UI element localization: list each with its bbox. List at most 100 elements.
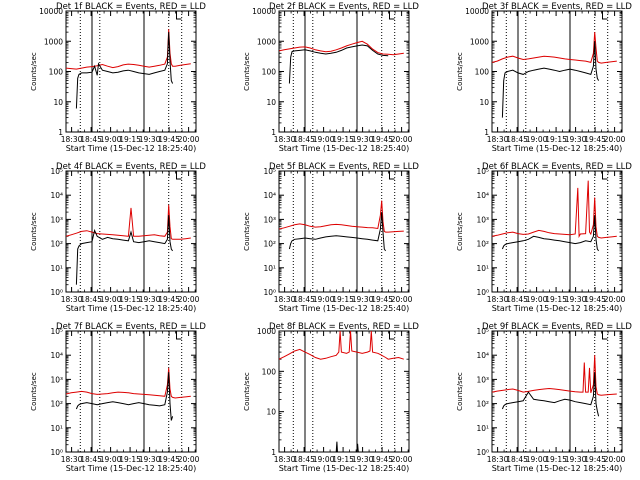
bracket-marker (176, 331, 182, 340)
y-tick-label: 10² (263, 240, 276, 249)
y-tick-label: 10⁰ (476, 448, 489, 457)
x-tick-label: 18:45 (80, 295, 102, 304)
x-tick-label: 20:00 (604, 135, 626, 144)
y-tick-label: 10¹ (50, 264, 63, 273)
y-tick-label: 10⁵ (263, 167, 276, 176)
x-axis-label: Start Time (15-Dec-12 18:25:40) (66, 464, 197, 473)
y-tick-label: 10⁰ (263, 288, 276, 297)
x-tick-label: 19:15 (545, 135, 567, 144)
bracket-marker (389, 11, 395, 20)
x-tick-label: 19:00 (526, 135, 548, 144)
x-tick-label: 19:30 (139, 135, 161, 144)
x-tick-label: 20:00 (391, 295, 413, 304)
x-axis-label: Start Time (15-Dec-12 18:25:40) (492, 304, 623, 313)
series-lld-line (492, 32, 617, 64)
x-tick-label: 20:00 (391, 455, 413, 464)
x-tick-label: 19:30 (352, 455, 374, 464)
x-tick-label: 19:15 (545, 455, 567, 464)
plot-area (279, 331, 404, 452)
x-tick-label: 19:00 (526, 455, 548, 464)
x-tick-label: 19:15 (332, 295, 354, 304)
y-tick-label: 1000 (470, 37, 489, 46)
y-tick-label: 10¹ (263, 264, 276, 273)
y-axis-label: Counts/sec (456, 212, 464, 251)
chart-panel-7: Det 7f BLACK = Events, RED = LLD 10⁰ 10¹ 10… (30, 322, 206, 473)
x-tick-label: 19:45 (584, 455, 606, 464)
plot-frame (491, 10, 623, 133)
x-tick-label: 18:45 (80, 135, 102, 144)
x-tick-label: 19:45 (371, 135, 393, 144)
chart-panel-9: Det 9f BLACK = Events, RED = LLD 10⁰ 10¹ 10… (456, 322, 632, 473)
y-tick-label: 10⁵ (476, 167, 489, 176)
chart-title: Det 4f BLACK = Events, RED = LLD (56, 162, 206, 172)
chart-panel-3: Det 3f BLACK = Events, RED = LLD 1 10 100 10… (456, 2, 632, 153)
y-tick-label: 10 (479, 98, 489, 107)
x-tick-label: 19:15 (545, 295, 567, 304)
plot-area (66, 11, 191, 132)
series-events-line (288, 44, 389, 84)
y-tick-label: 10000 (252, 7, 276, 16)
y-tick-label: 10⁴ (476, 191, 489, 200)
chart-title: Det 8f BLACK = Events, RED = LLD (269, 322, 419, 332)
x-tick-label: 18:30 (274, 295, 296, 304)
y-tick-label: 10² (476, 240, 489, 249)
plot-area (492, 11, 617, 132)
y-tick-label: 10² (50, 240, 63, 249)
chart-panel-6: Det 6f BLACK = Events, RED = LLD 10⁰ 10¹ 10… (456, 162, 632, 313)
y-tick-label: 10⁴ (50, 351, 63, 360)
bracket-marker (602, 331, 608, 340)
series-events-line (75, 215, 174, 285)
x-tick-label: 19:00 (313, 135, 335, 144)
series-lld-line (279, 40, 404, 56)
x-tick-label: 18:30 (61, 135, 83, 144)
series-events-line (501, 372, 600, 417)
bracket-marker (389, 331, 395, 340)
y-tick-label: 1000 (257, 327, 276, 336)
x-tick-label: 18:45 (293, 135, 315, 144)
plot-area (279, 11, 404, 132)
x-axis-label: Start Time (15-Dec-12 18:25:40) (492, 144, 623, 153)
y-tick-label: 10³ (50, 215, 63, 224)
x-tick-label: 18:30 (487, 455, 509, 464)
plot-frame (65, 10, 197, 133)
y-tick-label: 1000 (257, 37, 276, 46)
x-tick-label: 18:45 (506, 455, 528, 464)
series-lld-line (492, 180, 617, 239)
x-tick-label: 20:00 (391, 135, 413, 144)
y-axis-label: Counts/sec (456, 372, 464, 411)
x-tick-label: 18:45 (506, 295, 528, 304)
y-tick-label: 10³ (50, 375, 63, 384)
y-tick-label: 10¹ (50, 424, 63, 433)
y-tick-label: 10⁵ (50, 327, 63, 336)
y-tick-label: 10⁰ (50, 288, 63, 297)
y-tick-label: 10² (50, 400, 63, 409)
y-tick-label: 10⁴ (263, 191, 276, 200)
y-axis-label: Counts/sec (30, 52, 38, 91)
plot-frame (65, 330, 197, 453)
chart-title: Det 7f BLACK = Events, RED = LLD (56, 322, 206, 332)
x-tick-label: 20:00 (178, 135, 200, 144)
x-tick-label: 18:30 (487, 135, 509, 144)
y-tick-label: 10000 (465, 7, 489, 16)
y-tick-label: 1 (58, 128, 63, 137)
x-tick-label: 20:00 (604, 455, 626, 464)
plot-area (66, 171, 191, 292)
y-tick-label: 1 (484, 128, 489, 137)
y-tick-label: 10³ (263, 215, 276, 224)
chart-title: Det 1f BLACK = Events, RED = LLD (56, 2, 206, 12)
y-axis-label: Counts/sec (30, 372, 38, 411)
series-lld-line (279, 331, 404, 360)
x-tick-label: 19:15 (332, 135, 354, 144)
plot-frame (491, 170, 623, 293)
series-events-line (335, 441, 359, 452)
y-tick-label: 10⁴ (50, 191, 63, 200)
x-tick-label: 18:45 (80, 455, 102, 464)
x-tick-label: 19:30 (139, 455, 161, 464)
y-axis-label: Counts/sec (243, 52, 251, 91)
y-tick-label: 10 (266, 408, 276, 417)
y-tick-label: 10 (53, 98, 63, 107)
chart-panel-2: Det 2f BLACK = Events, RED = LLD 1 10 100 10… (243, 2, 419, 153)
bracket-marker (389, 171, 395, 180)
bracket-marker (602, 11, 608, 20)
y-tick-label: 100 (262, 367, 277, 376)
